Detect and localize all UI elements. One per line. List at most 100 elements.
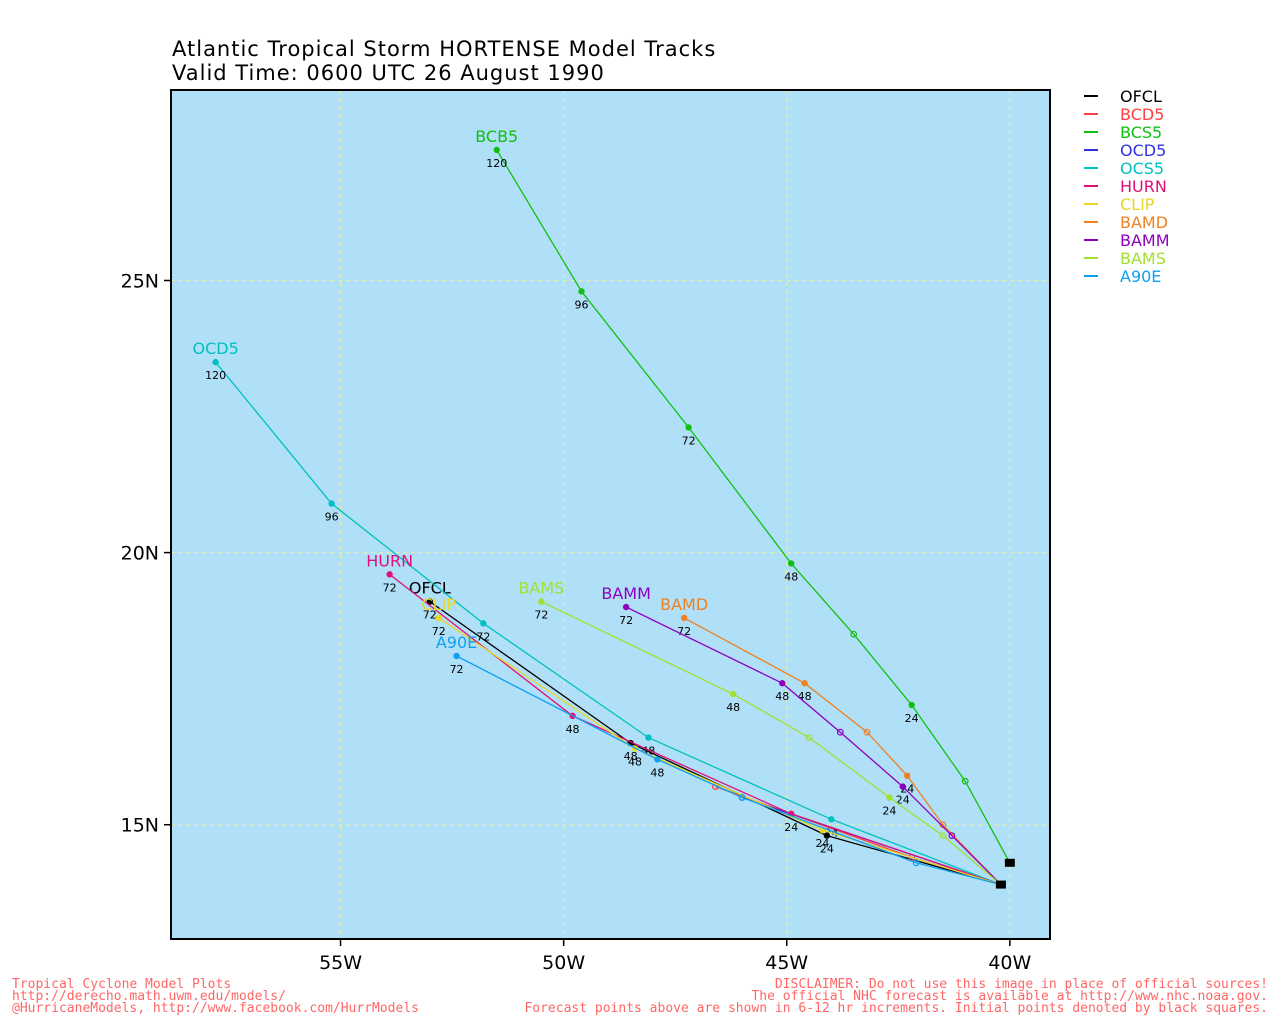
initial-point-marker [1004, 858, 1015, 867]
forecast-point [779, 680, 786, 687]
track-line [389, 573, 1002, 886]
forecast-hour-label: 72 [619, 614, 633, 627]
initial-point-marker [995, 880, 1006, 889]
legend-item-clip: CLIP [1084, 195, 1155, 214]
forecast-point [730, 690, 737, 698]
legend-item-bamd: BAMD [1084, 213, 1168, 232]
forecast-point [828, 816, 835, 823]
track-end-label: BAMD [660, 595, 708, 614]
track-end-label: OFCL [409, 579, 451, 598]
legend-item-a90e: A90E [1084, 267, 1161, 286]
track-end-label: BAMS [518, 579, 564, 598]
legend-label: BAMD [1120, 213, 1168, 232]
forecast-point [480, 620, 487, 627]
forecast-point [908, 701, 915, 709]
track-line [438, 617, 1002, 886]
forecast-hour-label: 48 [784, 570, 798, 583]
forecast-hour-label: 72 [383, 581, 397, 594]
legend-label: BAMM [1120, 231, 1170, 250]
legend-item-bcd5: BCD5 [1084, 105, 1164, 124]
track-end-label: A90E [436, 633, 477, 652]
grid [171, 90, 1050, 939]
forecast-hour-label: 48 [624, 750, 638, 763]
footer-right: DISCLAIMER: Do not use this image in pla… [524, 977, 1268, 1016]
tracks: 24 48 72 OFCL 24 48 72 96 120 BCB5 24 48 72 96 120 OCD5… [192, 127, 1015, 889]
forecast-hour-label: 72 [423, 609, 437, 622]
plot-frame [170, 89, 1051, 940]
legend-label: BCS5 [1120, 123, 1162, 142]
plot-area [171, 90, 1050, 939]
legend-item-ocd5: OCD5 [1084, 141, 1166, 160]
forecast-hour-label: 24 [815, 837, 829, 850]
forecast-point [738, 794, 746, 801]
legend-label: A90E [1120, 267, 1161, 286]
forecast-hour-label: 48 [650, 766, 664, 779]
track-hurn: 24 48 72 HURN [366, 551, 1002, 886]
track-end-label: CLIP [421, 595, 456, 614]
track-line [683, 617, 1002, 886]
forecast-point [453, 652, 460, 660]
forecast-point [863, 728, 871, 736]
forecast-hour-label: 48 [775, 690, 789, 703]
track-bcs5: 24 48 72 96 120 BCB5 [475, 127, 1011, 864]
forecast-point [912, 859, 920, 867]
legend: OFCLBCD5BCS5OCD5OCS5HURNCLIPBAMDBAMMBAMS… [1084, 87, 1170, 286]
forecast-point [886, 794, 893, 801]
forecast-point [328, 500, 335, 507]
forecast-point [212, 358, 219, 366]
track-line [456, 655, 1002, 886]
forecast-point [801, 680, 808, 687]
chart-title: Atlantic Tropical Storm HORTENSE Model T… [172, 37, 716, 61]
footer-right-line-1: DISCLAIMER: Do not use this image in pla… [775, 977, 1268, 992]
legend-label: CLIP [1120, 195, 1155, 214]
forecast-point [435, 614, 442, 622]
forecast-point [578, 288, 585, 295]
forecast-hour-label: 72 [682, 434, 696, 447]
footer-left-line-1: Tropical Cyclone Model Plots [12, 977, 231, 992]
legend-item-bams: BAMS [1084, 249, 1166, 268]
forecast-hour-label: 24 [882, 805, 896, 818]
forecast-hour-label: 120 [205, 369, 226, 382]
track-bamm: 24 48 72 BAMM [601, 584, 1002, 886]
forecast-point [939, 832, 947, 839]
footer-right-line-2: The official NHC forecast is available a… [751, 989, 1268, 1004]
forecast-point [904, 772, 911, 779]
track-line [625, 606, 1002, 886]
legend-label: BCD5 [1120, 105, 1164, 124]
forecast-point [948, 832, 956, 839]
forecast-hour-label: 72 [450, 663, 464, 676]
track-bams: 24 48 72 BAMS [518, 579, 1002, 886]
x-tick-label: 55W [319, 952, 362, 974]
forecast-point [961, 777, 969, 785]
legend-item-hurn: HURN [1084, 177, 1167, 196]
track-a90e: 48 72 A90E [436, 633, 1002, 886]
forecast-point [622, 603, 630, 611]
forecast-point [850, 630, 858, 638]
legend-label: HURN [1120, 177, 1167, 196]
track-end-label: OCD5 [192, 339, 238, 358]
legend-item-ocs5: OCS5 [1084, 159, 1164, 178]
forecast-point [823, 832, 831, 839]
forecast-hour-label: 48 [566, 723, 580, 736]
track-end-label: BCB5 [475, 127, 518, 146]
forecast-point [538, 598, 545, 605]
x-tick-label: 40W [988, 952, 1031, 974]
legend-label: OCS5 [1120, 159, 1164, 178]
y-tick-label: 20N [121, 543, 159, 565]
track-line [215, 361, 1002, 886]
forecast-hour-label: 24 [896, 794, 910, 807]
chart-subtitle: Valid Time: 0600 UTC 26 August 1990 [172, 61, 605, 85]
forecast-hour-label: 96 [574, 298, 588, 311]
forecast-hour-label: 24 [784, 821, 798, 834]
axes: 55W 50W 45W 40W 15N 20N 25N [121, 270, 1032, 974]
forecast-point [493, 146, 500, 154]
forecast-hour-label: 72 [432, 625, 446, 638]
track-end-label: BAMM [601, 584, 651, 603]
forecast-point [426, 598, 433, 605]
footer-right-line-3: Forecast points above are shown in 6-12 … [524, 1001, 1268, 1016]
forecast-point [680, 614, 688, 622]
footer-left: Tropical Cyclone Model Plots http://dere… [12, 977, 419, 1016]
forecast-point [386, 571, 393, 578]
